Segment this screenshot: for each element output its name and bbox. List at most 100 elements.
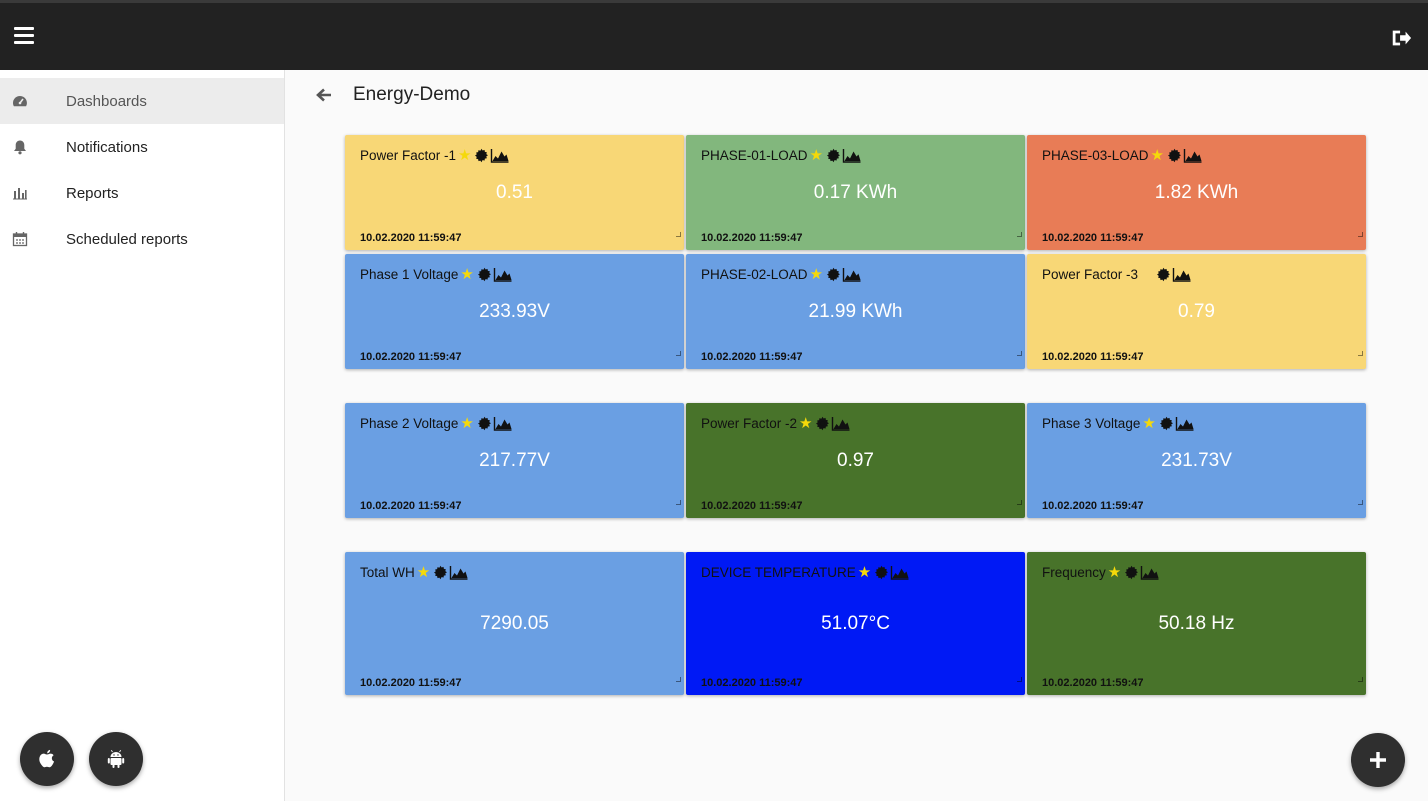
widget-title: Power Factor -2 — [701, 416, 798, 431]
top-bar — [0, 0, 1428, 70]
settings-gear-icon[interactable] — [474, 148, 489, 163]
apple-icon — [39, 749, 55, 768]
widget-card[interactable]: PHASE-03-LOAD ★ 1.82 KWh 10.02.2020 11:59:4… — [1027, 135, 1366, 250]
widget-title: Phase 2 Voltage — [360, 416, 459, 431]
resize-handle[interactable] — [1358, 677, 1363, 682]
area-chart-icon[interactable] — [1172, 267, 1191, 282]
settings-gear-icon[interactable] — [874, 565, 889, 580]
favorite-star-icon[interactable]: ★ — [809, 147, 823, 164]
widget-title: Power Factor -3 — [1042, 267, 1139, 282]
favorite-star-icon[interactable]: ★ — [1150, 147, 1164, 164]
widget-card[interactable]: Frequency ★ 50.18 Hz 10.02.2020 11:59:47 — [1027, 552, 1366, 695]
widget-title-row: Power Factor -3★ — [1042, 267, 1191, 282]
sidebar-item-dashboards[interactable]: Dashboards — [0, 78, 284, 124]
sidebar-item-label: Scheduled reports — [66, 230, 188, 248]
area-chart-icon[interactable] — [493, 267, 512, 282]
widget-title: DEVICE TEMPERATURE — [701, 565, 856, 580]
widget-timestamp: 10.02.2020 11:59:47 — [1042, 677, 1144, 689]
sidebar-item-scheduled-reports[interactable]: Scheduled reports — [0, 216, 284, 262]
favorite-star-icon[interactable]: ★ — [416, 564, 431, 581]
settings-gear-icon[interactable] — [1167, 148, 1182, 163]
area-chart-icon[interactable] — [493, 416, 512, 431]
bell-icon — [14, 140, 26, 155]
settings-gear-icon[interactable] — [826, 148, 841, 163]
widget-card[interactable]: DEVICE TEMPERATURE ★ 51.07°C 10.02.2020 11:… — [686, 552, 1025, 695]
settings-gear-icon[interactable] — [815, 416, 830, 431]
resize-handle[interactable] — [1358, 232, 1363, 237]
widget-value: 50.18 Hz — [1158, 613, 1235, 634]
android-app-button[interactable] — [89, 732, 143, 786]
widget-title: Frequency — [1042, 565, 1106, 580]
resize-handle[interactable] — [1358, 351, 1363, 356]
sidebar-item-label: Reports — [66, 184, 119, 202]
sidebar-item-notifications[interactable]: Notifications — [0, 124, 284, 170]
sidebar-item-reports[interactable]: Reports — [0, 170, 284, 216]
widget-value: 51.07°C — [821, 613, 890, 634]
area-chart-icon[interactable] — [831, 416, 850, 431]
favorite-star-icon[interactable]: ★ — [460, 266, 474, 283]
widget-card[interactable]: Phase 1 Voltage ★ 233.93V 10.02.2020 11:59:… — [345, 254, 684, 369]
apple-app-button[interactable] — [20, 732, 74, 786]
favorite-star-icon[interactable]: ★ — [1142, 415, 1156, 432]
widget-card[interactable]: Power Factor -2 ★ 0.97 10.02.2020 11:59:47 — [686, 403, 1025, 518]
page-title: Energy-Demo — [353, 84, 471, 105]
resize-handle[interactable] — [676, 500, 681, 505]
area-chart-icon[interactable] — [1140, 565, 1159, 580]
widget-title-row: Phase 2 Voltage ★ — [360, 416, 512, 431]
logout-icon[interactable] — [1390, 27, 1412, 49]
dashboard-icon — [13, 96, 27, 107]
resize-handle[interactable] — [676, 351, 681, 356]
add-widget-button[interactable] — [1351, 733, 1405, 787]
plus-icon — [1370, 752, 1386, 768]
settings-gear-icon[interactable] — [1159, 416, 1174, 431]
android-icon — [107, 750, 125, 768]
area-chart-icon[interactable] — [1183, 148, 1202, 163]
area-chart-icon[interactable] — [1175, 416, 1194, 431]
settings-gear-icon[interactable] — [433, 565, 448, 580]
widget-card[interactable]: Power Factor -3★ 0.79 10.02.2020 11:59:47 — [1027, 254, 1366, 369]
back-arrow-icon[interactable] — [314, 85, 334, 105]
favorite-star-icon[interactable]: ★ — [809, 266, 823, 283]
area-chart-icon[interactable] — [890, 565, 909, 580]
widget-title-row: Power Factor -1 ★ — [360, 148, 509, 163]
widget-timestamp: 10.02.2020 11:59:47 — [701, 677, 803, 689]
widget-card[interactable]: Phase 3 Voltage ★ 231.73V 10.02.2020 11:59:… — [1027, 403, 1366, 518]
resize-handle[interactable] — [1017, 351, 1022, 356]
resize-handle[interactable] — [1017, 677, 1022, 682]
menu-icon[interactable] — [14, 27, 34, 45]
widget-title-row: PHASE-01-LOAD ★ — [701, 148, 861, 163]
widget-title-row: Frequency ★ — [1042, 565, 1159, 580]
widget-value: 0.17 KWh — [813, 182, 898, 203]
settings-gear-icon[interactable] — [477, 267, 492, 282]
resize-handle[interactable] — [1358, 500, 1363, 505]
favorite-star-icon[interactable]: ★ — [460, 415, 474, 432]
widget-card[interactable]: PHASE-01-LOAD ★ 0.17 KWh 10.02.2020 11:59:4… — [686, 135, 1025, 250]
area-chart-icon[interactable] — [842, 148, 861, 163]
favorite-star-icon[interactable]: ★ — [458, 147, 472, 164]
settings-gear-icon[interactable] — [477, 416, 492, 431]
widget-title-row: PHASE-02-LOAD ★ — [701, 267, 861, 282]
area-chart-icon[interactable] — [842, 267, 861, 282]
widget-value: 0.97 — [837, 450, 874, 471]
widget-card[interactable]: Power Factor -1 ★ 0.51 10.02.2020 11:59:47 — [345, 135, 684, 250]
favorite-star-icon[interactable]: ★ — [799, 415, 813, 432]
widget-card[interactable]: Phase 2 Voltage ★ 217.77V 10.02.2020 11:59:… — [345, 403, 684, 518]
widget-value: 217.77V — [479, 450, 550, 471]
settings-gear-icon[interactable] — [1124, 565, 1139, 580]
resize-handle[interactable] — [676, 232, 681, 237]
bar-chart-icon — [13, 188, 27, 200]
area-chart-icon[interactable] — [490, 148, 509, 163]
resize-handle[interactable] — [1017, 500, 1022, 505]
resize-handle[interactable] — [676, 677, 681, 682]
favorite-star-icon[interactable]: ★ — [1107, 564, 1122, 581]
widget-timestamp: 10.02.2020 11:59:47 — [360, 677, 462, 689]
settings-gear-icon[interactable] — [826, 267, 841, 282]
resize-handle[interactable] — [1017, 232, 1022, 237]
favorite-star-icon[interactable]: ★ — [857, 564, 872, 581]
widget-card[interactable]: Total WH ★ 7290.05 10.02.2020 11:59:47 — [345, 552, 684, 695]
widget-title-row: Phase 3 Voltage ★ — [1042, 416, 1194, 431]
area-chart-icon[interactable] — [449, 565, 468, 580]
widget-value: 231.73V — [1161, 450, 1232, 471]
widget-card[interactable]: PHASE-02-LOAD ★ 21.99 KWh 10.02.2020 11:59:… — [686, 254, 1025, 369]
settings-gear-icon[interactable] — [1156, 267, 1171, 282]
